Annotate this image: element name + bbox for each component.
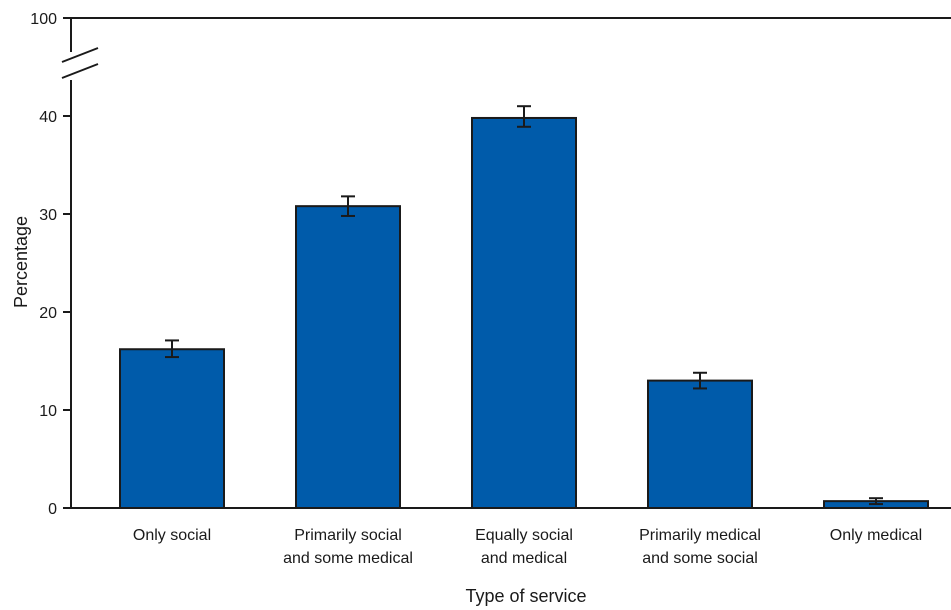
error-bars-group	[165, 105, 883, 506]
category-label: Equally social	[475, 527, 573, 544]
bar	[119, 348, 225, 509]
y-tick-label: 100	[30, 11, 57, 28]
category-label: and some medical	[283, 550, 413, 567]
category-label: Only social	[133, 527, 211, 544]
category-label: and some social	[642, 550, 758, 567]
x-axis-labels: Only social Primarily social and some medi…	[133, 527, 922, 567]
bars-group	[119, 116, 929, 510]
error-bar	[693, 371, 707, 390]
error-bar	[517, 105, 531, 128]
error-bar	[341, 195, 355, 217]
category-label: Primarily social	[294, 527, 402, 544]
category-label: Only medical	[830, 527, 922, 544]
category-label: and medical	[481, 550, 567, 567]
bar	[647, 379, 753, 510]
x-axis-title: Type of service	[465, 586, 586, 606]
y-tick-label: 0	[48, 501, 57, 518]
y-tick-label: 20	[39, 305, 57, 322]
bar	[471, 116, 577, 510]
y-axis-title: Percentage	[11, 216, 31, 308]
y-tick-label: 40	[39, 109, 57, 126]
axis-break-mark	[61, 63, 99, 79]
category-label: Primarily medical	[639, 527, 761, 544]
y-tick-label: 10	[39, 403, 57, 420]
axis-break-mark	[61, 47, 99, 63]
y-axis-ticks: 0 10 20 30 40 100	[30, 11, 71, 518]
y-tick-label: 30	[39, 207, 57, 224]
error-bar	[165, 339, 179, 359]
error-bar	[869, 497, 883, 506]
bar	[295, 205, 401, 509]
